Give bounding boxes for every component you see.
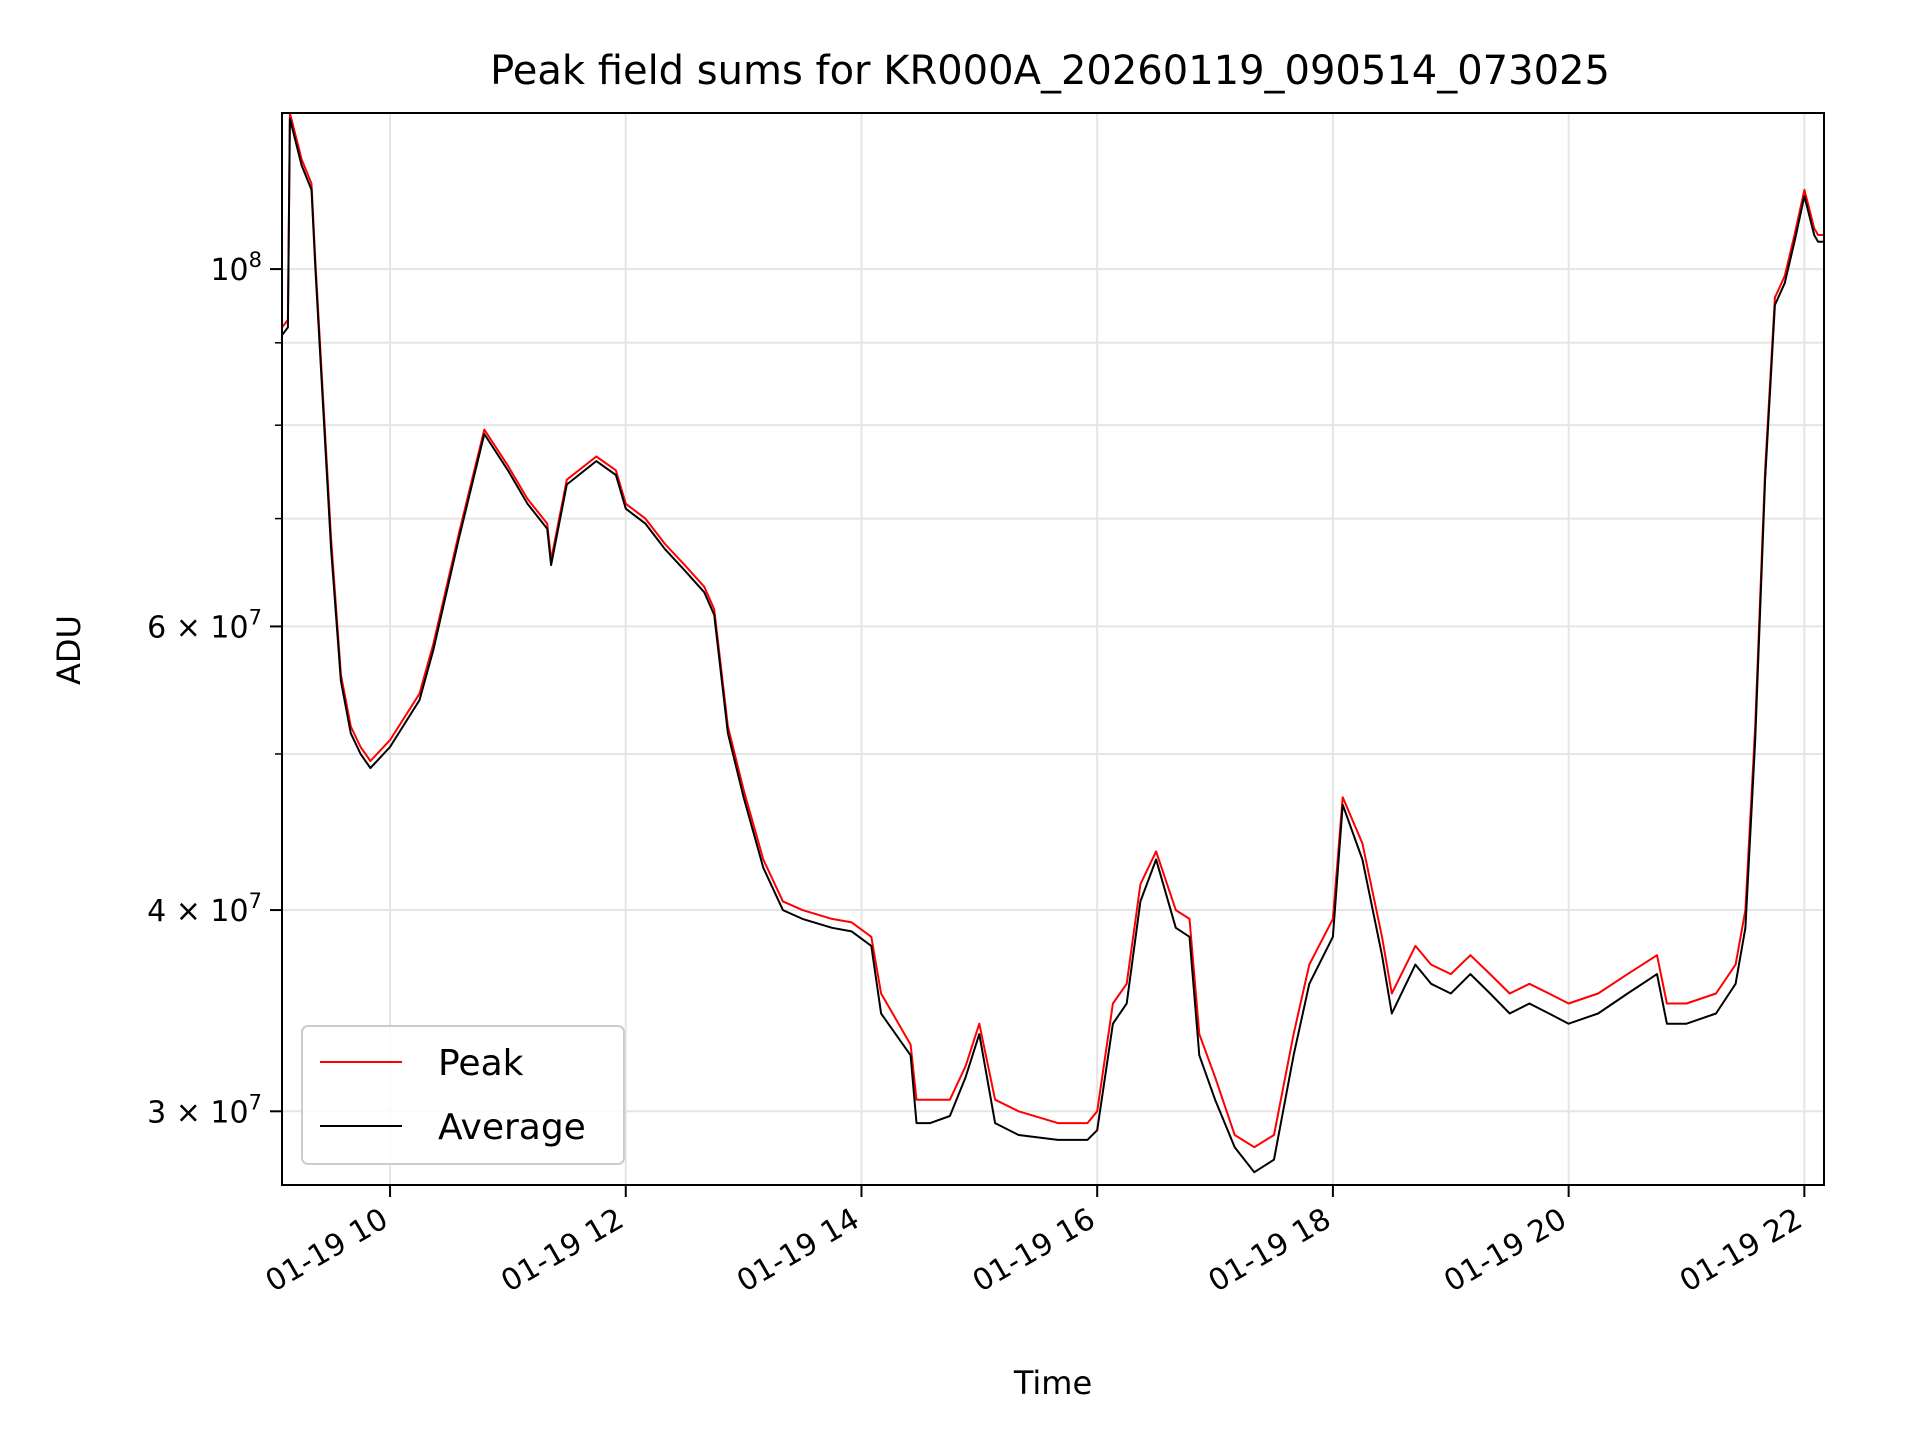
chart-title: Peak field sums for KR000A_20260119_0905… (490, 48, 1610, 94)
y-tick-label: 6 × 107 (147, 605, 262, 645)
y-axis-label: ADU (50, 615, 88, 685)
y-axis-ticks: 3 × 107 4 × 107 6 × 107 108 (147, 248, 282, 1130)
y-tick-label: 3 × 107 (147, 1090, 262, 1130)
y-tick-label: 4 × 107 (147, 889, 262, 929)
plot-frame (281, 112, 1825, 1186)
series-line-average (281, 117, 1824, 1174)
plot-series (281, 112, 1824, 1174)
legend-average-label: Average (438, 1107, 586, 1148)
legend-box (301, 1025, 625, 1165)
series-line-peak (281, 112, 1824, 1149)
y-tick-label: 108 (210, 248, 262, 288)
x-axis-label: Time (1013, 1364, 1092, 1402)
legend-peak-label: Peak (438, 1043, 524, 1084)
legend: Peak Average (301, 1025, 625, 1165)
